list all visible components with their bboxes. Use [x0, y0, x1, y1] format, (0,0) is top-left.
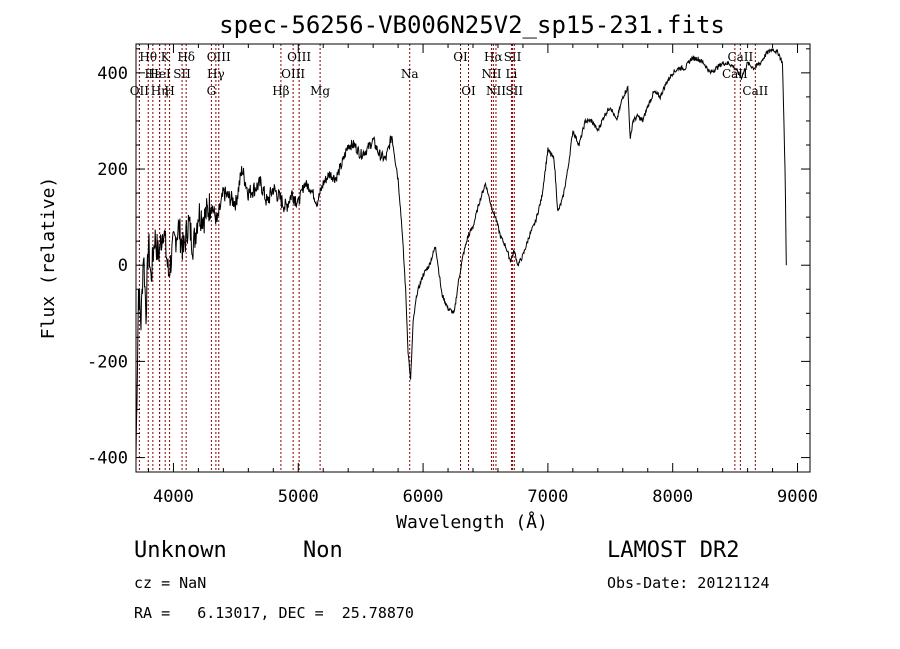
spectral-line-label: K [161, 50, 171, 64]
spectral-line-label: OI [461, 84, 476, 98]
spectral-line-label: CaII [742, 84, 768, 98]
spectral-line-label: SII [504, 50, 522, 64]
spectral-line-label: H [164, 84, 174, 98]
spectral-line-label: Li [506, 67, 518, 81]
spectral-line-label: Na [401, 67, 419, 81]
y-axis-label: Flux (relative) [38, 177, 59, 340]
spectral-line-label: Hη [151, 84, 169, 98]
object-subclass: Non [303, 538, 343, 563]
spectral-line-label: NII [481, 67, 501, 81]
spectral-line-label: OIII [281, 67, 305, 81]
spectral-line-label: Hε [145, 67, 162, 81]
x-tick-label: 9000 [777, 487, 818, 507]
plot-frame [135, 43, 811, 473]
redshift-cz: cz = NaN [134, 574, 207, 592]
spectral-line-label: Mg [310, 84, 330, 98]
y-tick-label: -400 [87, 449, 128, 469]
survey-name: LAMOST DR2 [607, 538, 740, 563]
spectral-line-label: OI [453, 50, 468, 64]
sky-coordinates: RA = 6.13017, DEC = 25.78870 [134, 604, 414, 622]
chart-title: spec-56256-VB006N25V2_sp15-231.fits [219, 11, 725, 39]
spectral-line-label: Hβ [272, 84, 289, 98]
y-tick-label: 400 [97, 64, 128, 84]
spectral-line-label: OIII [207, 50, 231, 64]
spectral-line-label: Hδ [177, 50, 195, 64]
x-tick-label: 7000 [527, 487, 568, 507]
x-tick-label: 4000 [153, 487, 194, 507]
x-tick-label: 6000 [403, 487, 444, 507]
spectrum-series-line [135, 48, 787, 458]
x-tick-label: 8000 [652, 487, 693, 507]
spectral-line-label: SII [505, 84, 523, 98]
axis-ticks: 4000 5000 6000 7000 8000 9000 -400 -200 0 200 400 [87, 44, 818, 507]
spectral-line-label: SII [173, 67, 191, 81]
x-tick-label: 5000 [278, 487, 319, 507]
spectral-line-label: Hα [484, 50, 503, 64]
spectral-line-label: Hγ [207, 67, 225, 81]
spectrum-chart: spec-56256-VB006N25V2_sp15-231.fits Hθ OI… [38, 11, 818, 533]
spectral-line-label: HeI [148, 67, 171, 81]
spectral-line-label: CaII [727, 50, 753, 64]
spectral-line-label: OIII [287, 50, 311, 64]
x-axis-label: Wavelength (Å) [396, 511, 548, 533]
y-tick-label: 0 [118, 256, 128, 276]
spectral-line-label: G [207, 84, 217, 98]
object-class: Unknown [134, 538, 227, 563]
y-tick-label: -200 [87, 352, 128, 372]
y-tick-label: 200 [97, 160, 128, 180]
spectral-line-label: OII [130, 84, 150, 98]
spectral-line-label: Hθ [139, 50, 157, 64]
observation-date: Obs-Date: 20121124 [607, 574, 770, 592]
spectral-line-label: NII [486, 84, 506, 98]
